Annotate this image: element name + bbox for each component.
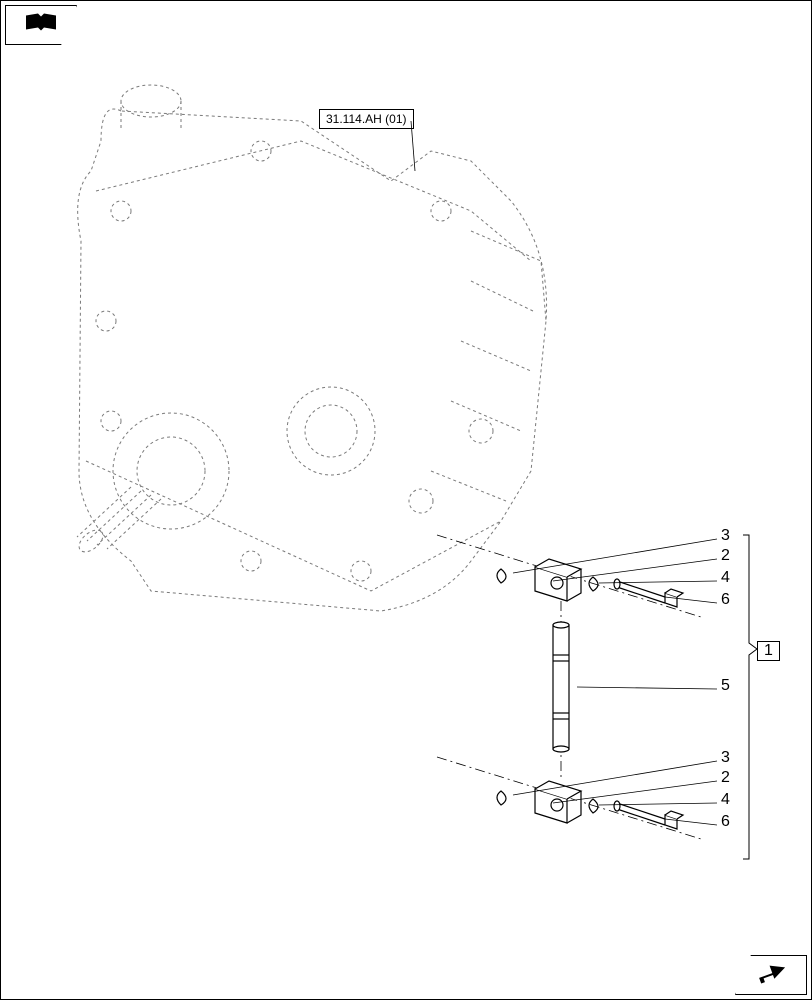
exploded-parts: [497, 559, 683, 829]
callout-2b: 2: [721, 769, 730, 787]
part-bolt-6-top: [614, 579, 683, 607]
callout-4a: 4: [721, 569, 730, 587]
callout-5: 5: [721, 677, 730, 695]
group-bracket: [743, 535, 757, 859]
diagram-page: 31.114.AH (01) 1: [0, 0, 812, 1000]
callout-4b: 4: [721, 791, 730, 809]
part-bolt-6-bot: [614, 801, 683, 829]
diagram-svg: [1, 1, 812, 1000]
part-tube-5: [553, 622, 569, 752]
callout-2a: 2: [721, 547, 730, 565]
callout-6b: 6: [721, 813, 730, 831]
callout-6a: 6: [721, 591, 730, 609]
callout-3a: 3: [721, 527, 730, 545]
callout-3b: 3: [721, 749, 730, 767]
reference-leader: [411, 121, 415, 171]
part-oring-3-top: [497, 569, 506, 583]
part-oring-3-bot: [497, 791, 506, 805]
housing-ghost: [75, 85, 546, 611]
